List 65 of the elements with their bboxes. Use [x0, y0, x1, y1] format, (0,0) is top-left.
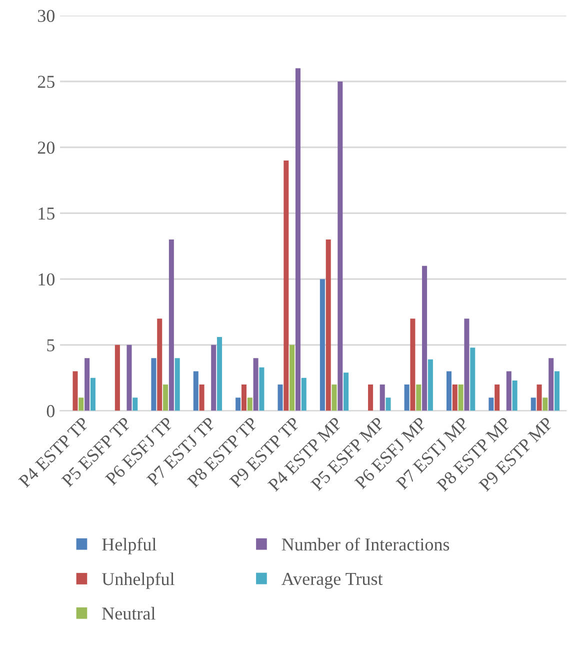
bar [132, 398, 138, 411]
bar [512, 380, 518, 411]
y-tick-label: 30 [38, 10, 55, 22]
bar [278, 384, 283, 411]
legend-label: Number of Interactions [282, 538, 450, 551]
bar [332, 384, 337, 411]
bar [193, 371, 198, 411]
bar [338, 81, 343, 411]
bar [174, 358, 180, 411]
y-tick-label: 5 [47, 339, 54, 352]
legend-label: Average Trust [282, 572, 383, 589]
bar [548, 358, 554, 411]
bar [90, 378, 96, 411]
bar [301, 378, 306, 411]
bar [404, 384, 410, 411]
bar [488, 398, 494, 411]
y-tick-label: 10 [38, 273, 55, 286]
bar [326, 240, 331, 411]
bar [422, 266, 428, 411]
bar [295, 68, 300, 411]
y-tick-label: 20 [38, 142, 55, 154]
bar [386, 398, 391, 411]
bar [78, 398, 84, 411]
bar [320, 279, 325, 411]
legend-label: Helpful [102, 538, 156, 554]
bar [157, 318, 162, 411]
bar [259, 367, 264, 411]
bar [380, 384, 385, 411]
legend-label: Unhelpful [102, 572, 174, 589]
bar [151, 358, 156, 411]
y-tick-label: 15 [38, 208, 54, 220]
bar [368, 384, 374, 411]
bar [114, 344, 120, 411]
bar [464, 318, 470, 411]
bar [72, 371, 78, 411]
bar [253, 358, 258, 411]
bar [428, 359, 433, 411]
bar [247, 398, 252, 411]
bar [530, 398, 536, 411]
bar [290, 344, 295, 411]
bar [344, 372, 349, 411]
bar [470, 348, 476, 411]
legend-label: Neutral [102, 606, 156, 620]
bar [452, 384, 458, 411]
y-tick-label: 25 [38, 76, 54, 88]
bar [416, 384, 422, 411]
bar [84, 358, 90, 411]
bar [217, 337, 222, 411]
bar [211, 344, 216, 411]
bar [494, 384, 500, 411]
bar [410, 318, 416, 411]
bar [536, 384, 542, 411]
bar [126, 344, 132, 411]
bar [458, 384, 464, 411]
bar [163, 384, 168, 411]
bar [236, 398, 241, 411]
bar [168, 240, 174, 411]
bar [506, 371, 512, 411]
bar [284, 160, 289, 411]
bar [199, 384, 204, 411]
bar [446, 371, 452, 411]
bar [542, 398, 548, 411]
y-tick-label: 0 [46, 405, 55, 418]
bar [241, 384, 246, 411]
bar [554, 371, 560, 411]
